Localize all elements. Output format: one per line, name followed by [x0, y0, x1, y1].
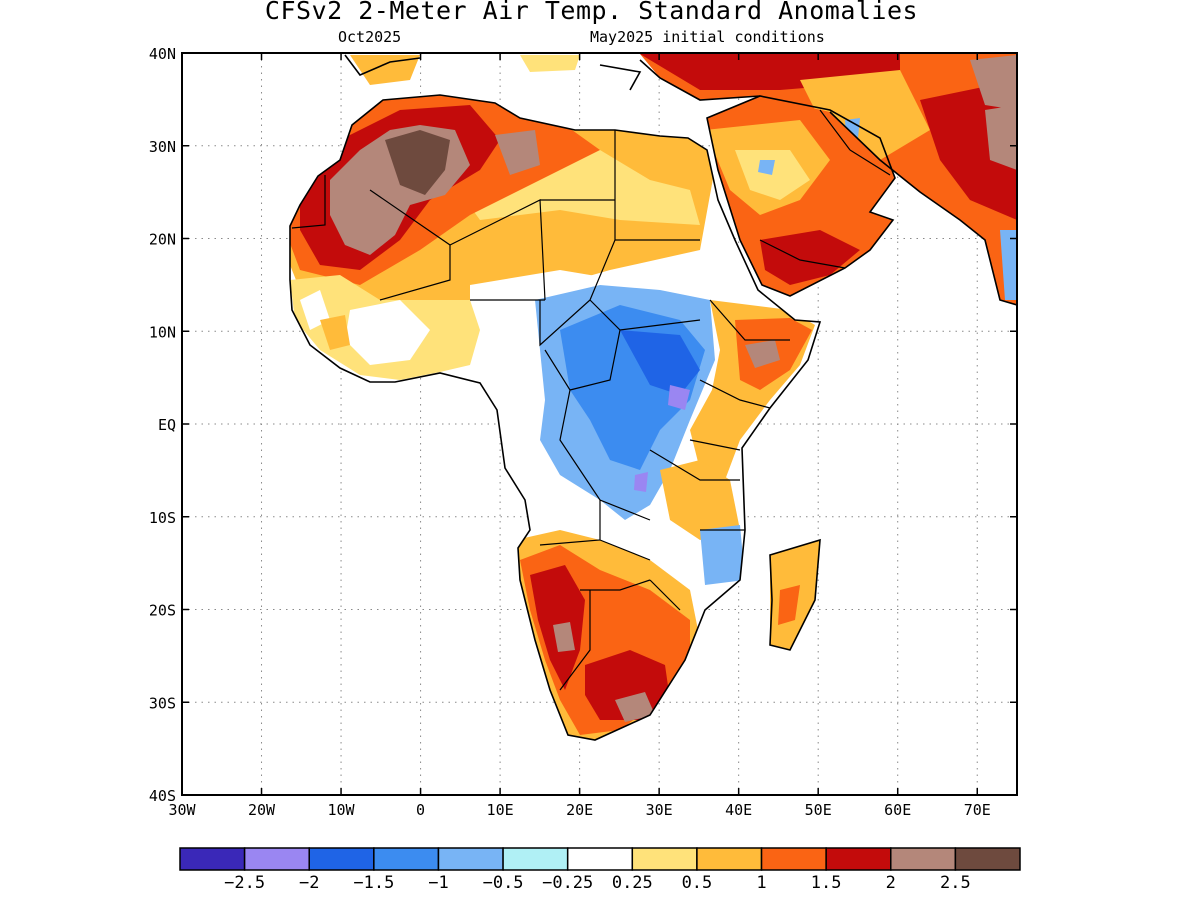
colorbar-swatch	[243, 847, 310, 871]
colorbar-label: 0.5	[682, 873, 713, 893]
lat-tick-label: 30N	[149, 138, 176, 156]
lat-tick-label: 10N	[149, 323, 176, 341]
lon-tick-label: 60E	[884, 801, 911, 819]
mozambique-cool-anomaly	[700, 525, 745, 585]
coastlines-and-borders	[289, 54, 1017, 741]
colorbar-swatch	[631, 847, 698, 871]
lon-tick-label: 20E	[566, 801, 593, 819]
colorbar	[179, 847, 1021, 871]
lon-tick-label: 10E	[487, 801, 514, 819]
colorbar-label: −0.5	[483, 873, 524, 893]
colorbar-label: −2.5	[224, 873, 265, 893]
colorbar-label: 1.5	[811, 873, 842, 893]
axis-ticks	[181, 52, 1017, 796]
colorbar-labels: −2.5 −2 −1.5 −1 −0.5 −0.25 0.25 0.5 1 1.5 2 2.5	[224, 873, 971, 893]
libya-extreme-anomaly	[495, 130, 540, 175]
lat-tick-label: 40S	[149, 787, 176, 805]
latitude-labels: 40N 30N 20N 10N EQ 10S 20S 30S 40S	[149, 45, 176, 805]
lat-tick-label: 20N	[149, 231, 176, 249]
lon-tick-label: 10W	[328, 801, 356, 819]
colorbar-swatch	[825, 847, 892, 871]
sahara-peak-anomaly	[385, 130, 450, 195]
colorbar-swatch	[760, 847, 827, 871]
initial-conditions: May2025 initial conditions	[590, 28, 825, 46]
lat-tick-label: 40N	[149, 45, 176, 63]
lat-tick-label: 10S	[149, 509, 176, 527]
colorbar-swatch	[437, 847, 504, 871]
map-title: CFSv2 2-Meter Air Temp. Standard Anomali…	[264, 0, 919, 25]
colorbar-swatch	[890, 847, 957, 871]
colorbar-swatch	[954, 847, 1021, 871]
arabia-coastline	[706, 95, 896, 297]
colorbar-label: −1.5	[353, 873, 394, 893]
lat-tick-label: 20S	[149, 602, 176, 620]
colorbar-label: 1	[756, 873, 766, 893]
colorbar-swatch	[566, 847, 634, 871]
colorbar-swatch	[502, 847, 569, 871]
colorbar-swatch	[696, 847, 763, 871]
colorbar-label: −1	[428, 873, 448, 893]
lon-tick-label: 70E	[964, 801, 991, 819]
colorbar-swatch	[308, 847, 375, 871]
lon-tick-label: 30E	[646, 801, 673, 819]
lat-tick-label: EQ	[158, 416, 176, 434]
longitude-labels: 30W 20W 10W 0 10E 20E 30E 40E 50E 60E 70E	[168, 801, 990, 819]
colorbar-label: −2	[299, 873, 319, 893]
africa-coastline	[289, 94, 822, 741]
lon-tick-label: 30W	[168, 801, 196, 819]
south-sudan-cool-anomaly	[620, 330, 700, 395]
colorbar-swatch	[179, 847, 246, 871]
valid-month: Oct2025	[338, 28, 402, 46]
lon-tick-label: 40E	[725, 801, 752, 819]
colorbar-label: 2.5	[940, 873, 971, 893]
lon-tick-label: 50E	[805, 801, 832, 819]
madagascar-coastline	[769, 538, 821, 651]
lat-tick-label: 30S	[149, 694, 176, 712]
colorbar-label: −0.25	[542, 873, 593, 893]
colorbar-label: 0.25	[612, 873, 653, 893]
lon-tick-label: 20W	[248, 801, 276, 819]
colorbar-swatch	[373, 847, 440, 871]
lon-tick-label: 0	[416, 801, 425, 819]
colorbar-label: 2	[886, 873, 896, 893]
